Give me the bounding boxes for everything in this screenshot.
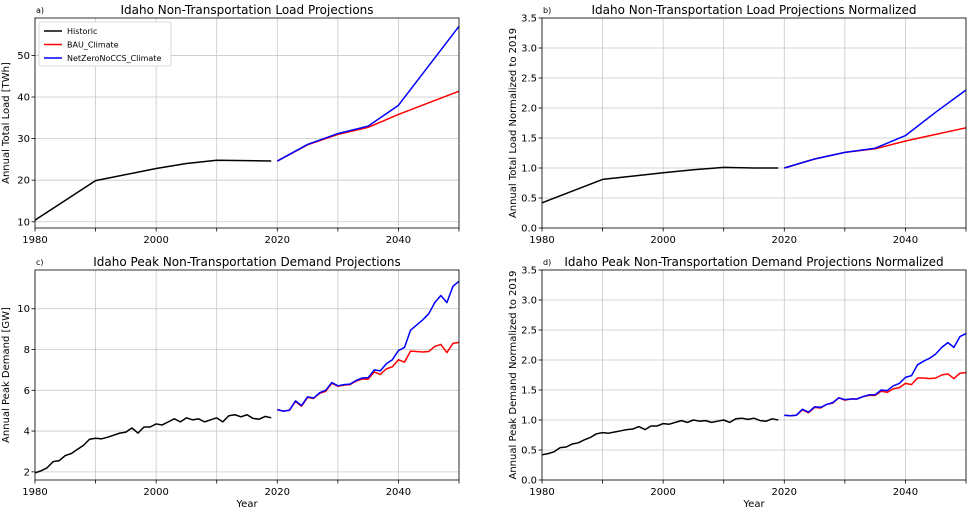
- series-line-netzeronoccs-climate: [784, 332, 967, 417]
- y-tick-label: 2.0: [521, 104, 537, 115]
- chart-panel-1: 1980 2000 2020 2040 10 20 30 40 50 a) Idaho Non-Tr…: [1, 3, 460, 246]
- panel-letter: a): [36, 6, 44, 15]
- y-tick-label: 2.0: [521, 356, 537, 367]
- grid: [34, 18, 460, 228]
- y-tick-label: 3.5: [521, 266, 537, 277]
- x-tick-label: 2000: [650, 487, 675, 498]
- y-tick-label: 50: [17, 51, 30, 62]
- x-tick-label: 2000: [650, 235, 675, 246]
- plot-frame: [541, 269, 967, 481]
- x-tick-label: 2040: [893, 487, 918, 498]
- chart-panel-4: 1980 2000 2020 2040 0.0 0.5 1.0 1.5 2.0 2.5 3.0 3.5…: [508, 255, 967, 510]
- y-tick-label: 1.0: [521, 416, 537, 427]
- series-line-historic: [34, 159, 272, 221]
- series-line-netzeronoccs-climate: [276, 25, 460, 162]
- legend-label: Historic: [67, 27, 97, 36]
- y-tick-label: 10: [17, 217, 30, 228]
- grid: [34, 270, 460, 480]
- x-tick-label: 1980: [529, 235, 554, 246]
- plot-frame: [34, 269, 460, 481]
- grid: [541, 269, 967, 481]
- y-tick-label: 3.0: [521, 296, 537, 307]
- chart-title: Idaho Non-Transportation Load Projection…: [120, 3, 373, 17]
- chart-panel-3: 1980 2000 2020 2040 2 4 6 8 10 c) Idaho Peak Non-T…: [1, 255, 460, 510]
- y-tick-label: 3.5: [521, 14, 537, 25]
- x-tick-label: 2020: [265, 487, 290, 498]
- x-axis-label: Year: [235, 499, 258, 510]
- legend-label: BAU_Climate: [67, 41, 119, 50]
- y-axis-label: Annual Total Load Normalized to 2019: [508, 28, 519, 218]
- y-axis-label: Annual Total Load [TWh]: [1, 62, 12, 184]
- y-tick-label: 0.0: [521, 476, 537, 487]
- plot-frame: [541, 17, 967, 229]
- x-tick-label: 2020: [772, 235, 797, 246]
- y-tick-label: 1.0: [521, 164, 537, 175]
- series-line-historic: [34, 414, 272, 474]
- panel-letter: d): [543, 258, 551, 267]
- y-tick-label: 40: [17, 93, 30, 104]
- y-tick-label: 3.0: [521, 44, 537, 55]
- y-tick-label: 0.0: [521, 224, 537, 235]
- x-tick-label: 2040: [386, 487, 411, 498]
- chart-panel-2: 1980 2000 2020 2040 0.0 0.5 1.0 1.5 2.0 2.5 3.0 3.5…: [508, 3, 967, 246]
- x-tick-label: 1980: [529, 487, 554, 498]
- y-tick-label: 1.5: [521, 134, 537, 145]
- x-axis-label: Year: [742, 499, 765, 510]
- y-tick-label: 4: [24, 427, 30, 438]
- grid: [541, 17, 967, 229]
- x-tick-label: 2020: [265, 235, 290, 246]
- plot-frame: [34, 17, 460, 229]
- y-tick-label: 2.5: [521, 74, 537, 85]
- x-tick-label: 2000: [143, 235, 168, 246]
- y-tick-label: 6: [24, 386, 30, 397]
- chart-title: Idaho Peak Non-Transportation Demand Pro…: [564, 255, 943, 269]
- y-tick-label: 8: [24, 345, 30, 356]
- panel-letter: c): [36, 258, 44, 267]
- x-tick-label: 1980: [22, 235, 47, 246]
- x-tick-label: 2000: [143, 487, 168, 498]
- y-tick-label: 10: [17, 304, 30, 315]
- legend-box: [38, 21, 172, 67]
- series-line-netzeronoccs-climate: [784, 89, 967, 169]
- y-tick-label: 0.5: [521, 446, 537, 457]
- x-tick-label: 1980: [22, 487, 47, 498]
- y-tick-label: 1.5: [521, 386, 537, 397]
- chart-title: Idaho Non-Transportation Load Projection…: [592, 3, 917, 17]
- chart-title: Idaho Peak Non-Transportation Demand Pro…: [93, 255, 401, 269]
- x-tick-label: 2020: [772, 487, 797, 498]
- x-tick-label: 2040: [386, 235, 411, 246]
- series-line-historic: [541, 417, 779, 456]
- y-tick-label: 2: [24, 467, 30, 478]
- y-tick-label: 20: [17, 176, 30, 187]
- panel-letter: b): [543, 6, 551, 15]
- y-axis-label: Annual Peak Demand [GW]: [1, 307, 12, 443]
- y-tick-label: 2.5: [521, 326, 537, 337]
- legend-label: NetZeroNoCCS_Climate: [67, 54, 161, 63]
- series-line-historic: [541, 166, 779, 204]
- y-axis-label: Annual Peak Demand Normalized to 2019: [508, 270, 519, 479]
- series-line-netzeronoccs-climate: [277, 280, 460, 412]
- y-tick-label: 30: [17, 134, 30, 145]
- y-tick-label: 0.5: [521, 194, 537, 205]
- x-tick-label: 2040: [893, 235, 918, 246]
- legend: Historic BAU_Climate NetZeroNoCCS_Climate: [38, 21, 172, 67]
